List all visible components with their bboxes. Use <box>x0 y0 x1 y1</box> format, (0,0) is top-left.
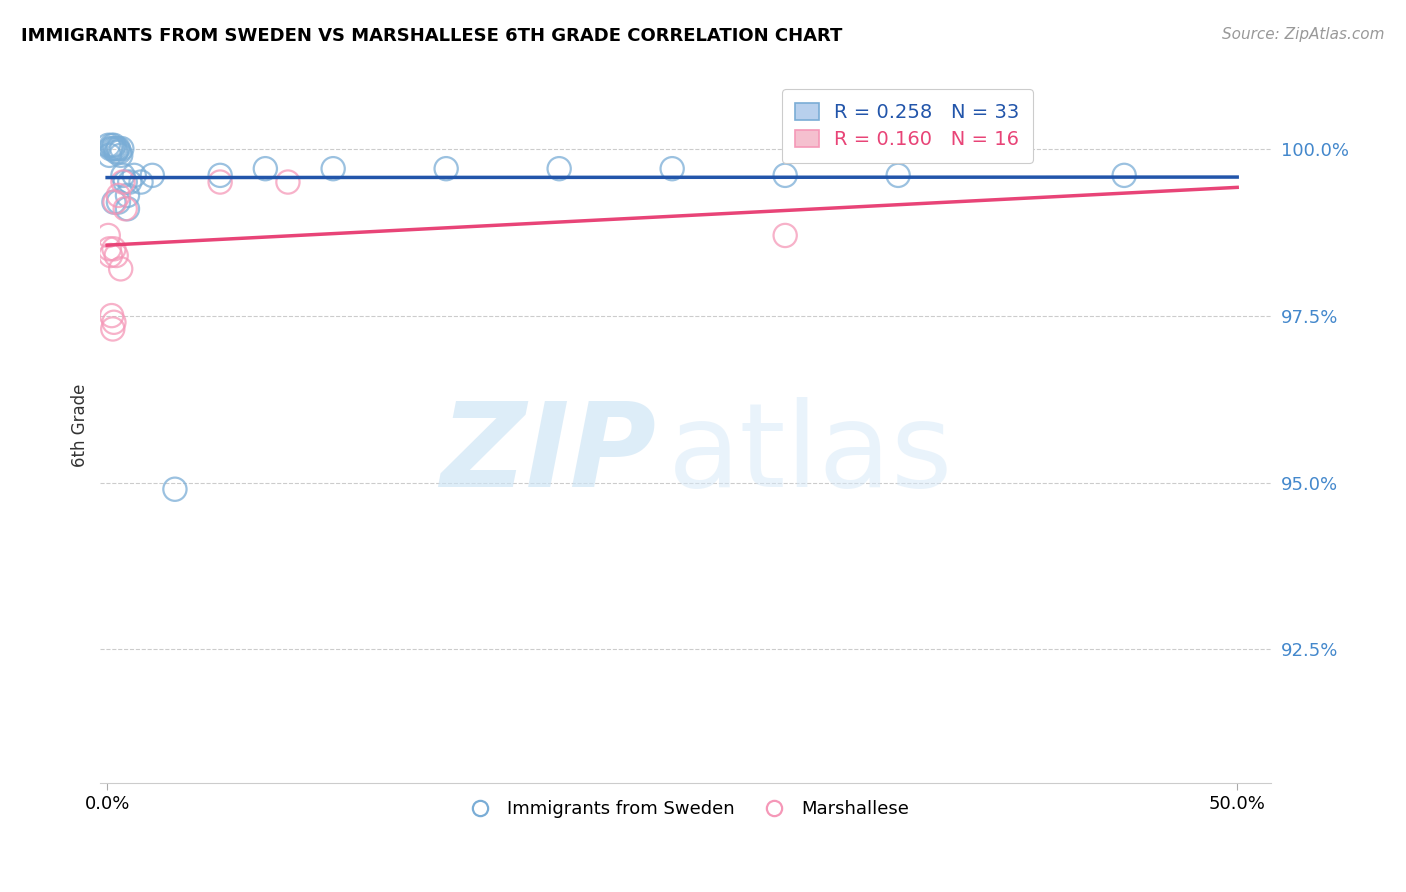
Point <box>105 145 128 159</box>
Point <box>887 169 910 183</box>
Point <box>1114 169 1136 183</box>
Point <box>110 261 132 276</box>
Point <box>117 202 139 216</box>
Point <box>100 309 122 323</box>
Point <box>105 142 128 156</box>
Point <box>117 188 139 202</box>
Point <box>209 175 232 189</box>
Y-axis label: 6th Grade: 6th Grade <box>72 384 89 467</box>
Point <box>111 142 134 156</box>
Point <box>98 148 121 162</box>
Point <box>101 142 124 156</box>
Point <box>108 145 131 159</box>
Point <box>277 175 299 189</box>
Point <box>111 175 134 189</box>
Point <box>107 195 129 210</box>
Point <box>103 195 125 210</box>
Point <box>773 169 796 183</box>
Point <box>661 161 683 176</box>
Point <box>254 161 277 176</box>
Point <box>107 142 129 156</box>
Point <box>548 161 571 176</box>
Text: atlas: atlas <box>668 397 953 512</box>
Point <box>100 138 122 153</box>
Point <box>114 175 136 189</box>
Point <box>98 242 121 256</box>
Point <box>163 482 186 496</box>
Point <box>118 175 141 189</box>
Point <box>104 195 127 210</box>
Text: IMMIGRANTS FROM SWEDEN VS MARSHALLESE 6TH GRADE CORRELATION CHART: IMMIGRANTS FROM SWEDEN VS MARSHALLESE 6T… <box>21 27 842 45</box>
Point <box>129 175 152 189</box>
Point <box>434 161 457 176</box>
Point <box>114 202 136 216</box>
Legend: Immigrants from Sweden, Marshallese: Immigrants from Sweden, Marshallese <box>454 793 917 825</box>
Point <box>110 148 132 162</box>
Point <box>105 248 128 262</box>
Point <box>322 161 344 176</box>
Point <box>773 228 796 243</box>
Point <box>103 138 125 153</box>
Point <box>100 248 122 262</box>
Point <box>103 242 125 256</box>
Point <box>100 142 122 156</box>
Point <box>107 188 129 202</box>
Point <box>141 169 163 183</box>
Text: Source: ZipAtlas.com: Source: ZipAtlas.com <box>1222 27 1385 42</box>
Point <box>111 169 134 183</box>
Text: ZIP: ZIP <box>440 397 657 512</box>
Point <box>103 315 125 329</box>
Point <box>101 322 124 336</box>
Point <box>104 142 127 156</box>
Point <box>122 169 145 183</box>
Point <box>209 169 232 183</box>
Point <box>97 228 120 243</box>
Point <box>97 138 120 153</box>
